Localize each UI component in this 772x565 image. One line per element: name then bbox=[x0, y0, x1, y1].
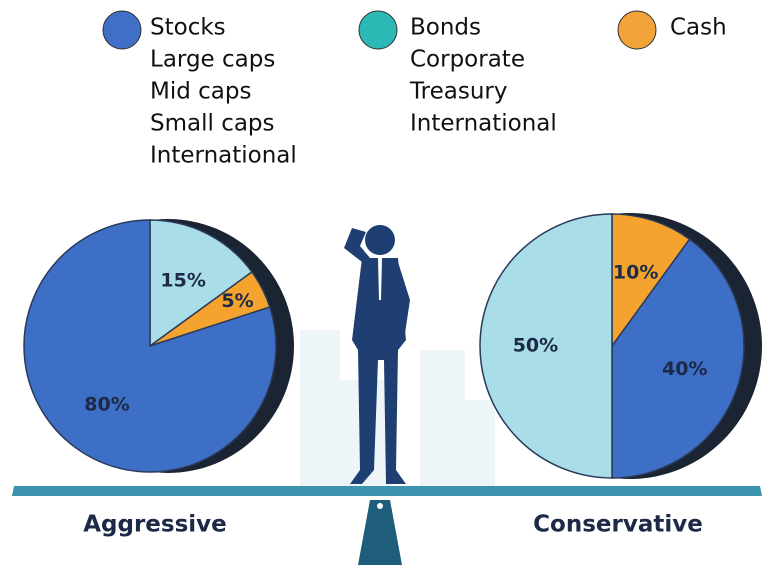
legend-swatch bbox=[103, 11, 141, 49]
legend-label: Bonds bbox=[410, 15, 481, 41]
legend-sub-item: Small caps bbox=[150, 111, 275, 137]
legend-label: Stocks bbox=[150, 15, 226, 41]
slice-label: 10% bbox=[613, 262, 658, 284]
slice-label: 80% bbox=[84, 394, 129, 416]
legend-sub-item: Corporate bbox=[410, 47, 525, 73]
legend-swatch bbox=[618, 11, 656, 49]
legend-label: Cash bbox=[670, 15, 727, 41]
legend: Stocks Large caps Mid caps Small caps Intern… bbox=[103, 11, 727, 169]
legend-sub-item: International bbox=[410, 111, 557, 137]
slice-label: 15% bbox=[160, 269, 205, 291]
legend-sub-item: Mid caps bbox=[150, 79, 251, 105]
infographic: 15%5%80%Aggressive10%40%50%Conservative … bbox=[0, 0, 772, 565]
slice-label: 5% bbox=[221, 290, 253, 312]
slice-label: 50% bbox=[513, 335, 558, 357]
legend-sub-item: International bbox=[150, 143, 297, 169]
legend-sub-item: Treasury bbox=[409, 79, 508, 105]
pie-title: Aggressive bbox=[83, 512, 227, 538]
legend-swatch bbox=[359, 11, 397, 49]
legend-sub-item: Large caps bbox=[150, 47, 275, 73]
slice-label: 40% bbox=[662, 358, 707, 380]
pie-title: Conservative bbox=[533, 512, 703, 538]
